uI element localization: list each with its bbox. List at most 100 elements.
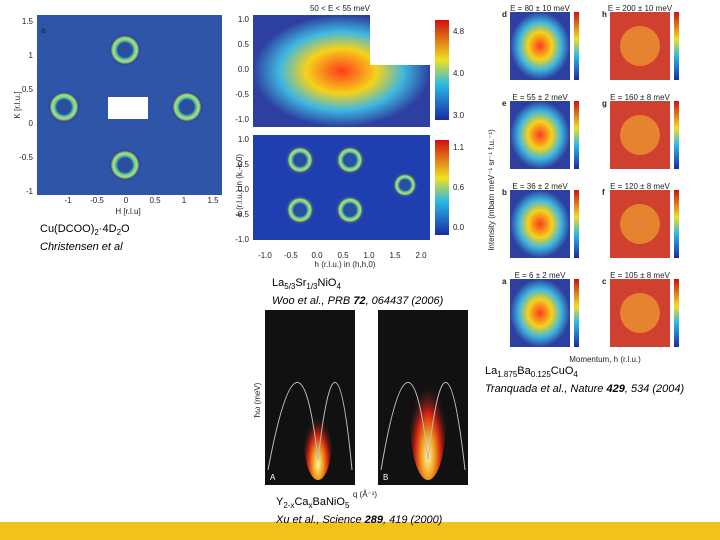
formula-part: 1.875	[497, 370, 518, 380]
dispersion-curve	[380, 382, 466, 471]
caption: Cu(DCOO)2·4D2O Christensen et al	[40, 222, 130, 255]
label: 1	[182, 196, 187, 205]
label: E = 80 ± 10 meV	[510, 4, 570, 13]
label: E = 36 ± 2 meV	[512, 182, 568, 191]
citation-part: Christensen et al	[40, 241, 123, 254]
label: 0.5	[149, 196, 161, 205]
colorbar	[674, 101, 679, 169]
label: 4.8	[453, 27, 465, 36]
label: -0.5	[235, 210, 249, 219]
citation-part: , 419 (2000)	[383, 514, 443, 527]
label: 1.1	[453, 143, 465, 152]
formula-part: Ca	[294, 496, 309, 508]
colorbar	[574, 190, 579, 258]
label: h (r.l.u.) in (h,h,0)	[315, 260, 376, 269]
formula-part: Y	[276, 496, 284, 508]
small-map	[510, 190, 570, 258]
label: f	[602, 188, 605, 197]
caption: La5/3Sr1/3NiO4 Woo et al., PRB 72, 064437…	[272, 276, 443, 309]
formula-part: ·4D	[98, 223, 117, 235]
formula-part: BaNiO	[312, 496, 345, 508]
right-maps	[510, 12, 679, 347]
label: c	[602, 277, 607, 286]
formula-part: 5/3	[284, 282, 296, 292]
label: 0.5	[22, 85, 34, 94]
label: A	[270, 473, 276, 482]
label: E = 55 ± 2 meV	[512, 93, 568, 102]
label: 50 < E < 55 meV	[310, 4, 371, 13]
formula-part: O	[121, 223, 130, 235]
small-map	[510, 279, 570, 347]
formula-part: La	[485, 365, 498, 377]
formula-part: x	[308, 501, 313, 511]
label: 3.0	[453, 111, 465, 120]
formula-part: Cu(DCOO)	[40, 223, 95, 235]
formula-part: 4	[573, 370, 578, 380]
label: 0.6	[453, 183, 465, 192]
label: 0.0	[238, 185, 250, 194]
label: 0	[124, 196, 129, 205]
label: -1.0	[235, 235, 249, 244]
formula-part: 0.125	[530, 370, 551, 380]
formula-part: La	[272, 277, 285, 289]
gap	[370, 15, 430, 65]
formula-part: NiO	[317, 277, 337, 289]
colorbar	[674, 279, 679, 347]
label: -0.5	[90, 196, 104, 205]
label: -0.5	[235, 90, 249, 99]
blob	[620, 293, 660, 333]
label: -0.5	[284, 251, 298, 260]
label: 1	[29, 51, 34, 60]
label: E = 160 ± 8 meV	[610, 93, 670, 102]
dispersion-curve	[267, 382, 353, 471]
label: -1	[26, 187, 34, 196]
label: B	[383, 473, 388, 482]
colorbar	[574, 12, 579, 80]
citation-part: 72	[353, 295, 366, 308]
blob	[620, 115, 660, 155]
citation-part: Xu et al., Science	[276, 514, 365, 527]
label: 2.0	[415, 251, 427, 260]
citation-part: 289	[364, 514, 384, 527]
formula-part: 1/3	[306, 282, 318, 292]
citation-part: 429	[606, 383, 625, 396]
label: 1.0	[238, 135, 250, 144]
label: 1.5	[207, 196, 219, 205]
label: 0.5	[238, 40, 250, 49]
rings	[286, 146, 417, 224]
label: E = 200 ± 10 meV	[608, 4, 673, 13]
label: d	[502, 10, 507, 19]
colorbar	[674, 190, 679, 258]
formula-part: 4	[336, 282, 341, 292]
label: Momentum, h (r.l.u.)	[569, 355, 641, 364]
formula-part: 2	[94, 228, 99, 238]
label: e	[502, 99, 507, 108]
caption: Y2-xCaxBaNiO5 Xu et al., Science 289, 419…	[276, 495, 442, 528]
label: 1.5	[389, 251, 401, 260]
label: h	[602, 10, 607, 19]
label: 4.0	[453, 69, 465, 78]
blob	[620, 204, 660, 244]
colorbar	[574, 279, 579, 347]
gap	[108, 97, 148, 119]
label: 0.5	[337, 251, 349, 260]
formula-part: 2-x	[283, 501, 295, 511]
colorbar	[435, 140, 449, 235]
label: ħω (meV)	[253, 382, 262, 417]
label: 0.0	[453, 223, 465, 232]
citation-part: Woo et al., PRB	[272, 295, 354, 308]
citation-part: Tranquada et al., Nature	[485, 383, 607, 396]
label: 0	[29, 119, 34, 128]
signal	[304, 400, 332, 480]
small-map	[510, 101, 570, 169]
label: -1.0	[258, 251, 272, 260]
citation-part: , 064437 (2006)	[365, 295, 444, 308]
caption: La1.875Ba0.125CuO4 Tranquada et al., Natu…	[485, 364, 684, 397]
small-map	[510, 12, 570, 80]
label: 0.0	[238, 65, 250, 74]
formula-part: 2	[116, 228, 122, 238]
blob	[620, 26, 660, 66]
formula-part: Ba	[517, 365, 531, 377]
